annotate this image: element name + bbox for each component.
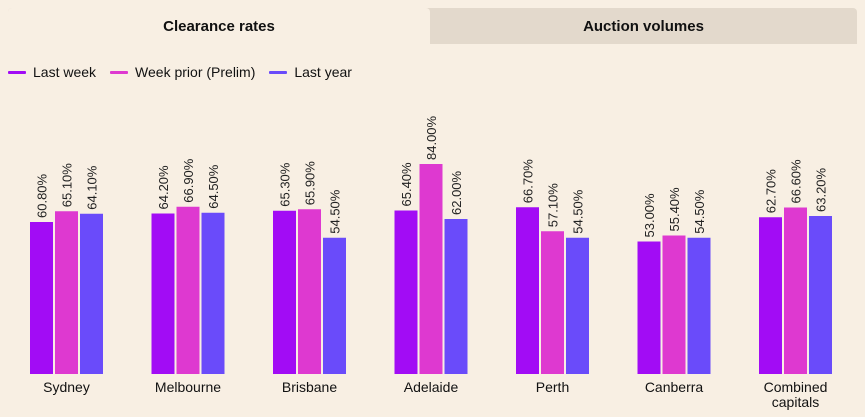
bar-value-label: 84.00% bbox=[424, 115, 439, 160]
chart-legend: Last week Week prior (Prelim) Last year bbox=[8, 64, 366, 80]
bar-value-label: 65.10% bbox=[60, 163, 75, 208]
bar-value-label: 55.40% bbox=[667, 187, 682, 232]
category-label: Brisbane bbox=[282, 379, 337, 395]
bar-last-year-canberra[interactable] bbox=[687, 237, 711, 374]
legend-swatch-week-prior bbox=[110, 70, 129, 74]
bar-value-label: 66.90% bbox=[181, 158, 196, 203]
category-label: Perth bbox=[536, 379, 569, 395]
bar-value-label: 57.10% bbox=[546, 183, 561, 228]
bar-last-week-melbourne[interactable] bbox=[151, 213, 175, 375]
bar-value-label: 64.50% bbox=[206, 164, 221, 209]
category-label: Melbourne bbox=[155, 379, 221, 395]
bar-week-prior-prelim--sydney[interactable] bbox=[55, 211, 78, 374]
bar-week-prior-prelim--melbourne[interactable] bbox=[176, 206, 200, 374]
bar-value-label: 54.50% bbox=[692, 189, 707, 234]
bar-last-year-sydney[interactable] bbox=[80, 213, 103, 374]
bar-last-week-perth[interactable] bbox=[516, 207, 539, 374]
bar-value-label: 62.70% bbox=[764, 169, 779, 214]
bar-value-label: 62.00% bbox=[449, 170, 464, 215]
bar-value-label: 66.70% bbox=[521, 159, 536, 204]
bar-value-label: 65.30% bbox=[278, 162, 293, 207]
bar-last-week-canberra[interactable] bbox=[637, 241, 661, 375]
bar-last-week-brisbane[interactable] bbox=[273, 210, 296, 374]
legend-item-week-prior[interactable]: Week prior (Prelim) bbox=[110, 64, 255, 80]
bar-last-year-melbourne[interactable] bbox=[201, 212, 225, 374]
bar-last-week-combined-capitals[interactable] bbox=[759, 217, 782, 374]
bar-last-year-brisbane[interactable] bbox=[323, 237, 346, 374]
bar-week-prior-prelim--combined-capitals[interactable] bbox=[784, 207, 807, 375]
bar-value-label: 64.20% bbox=[156, 165, 171, 210]
bar-value-label: 54.50% bbox=[328, 189, 343, 234]
bar-last-year-perth[interactable] bbox=[566, 237, 589, 374]
bar-value-label: 64.10% bbox=[85, 165, 100, 210]
legend-label: Week prior (Prelim) bbox=[135, 64, 256, 80]
category-label: Canberra bbox=[645, 379, 704, 395]
bar-week-prior-prelim--canberra[interactable] bbox=[662, 235, 686, 375]
bar-week-prior-prelim--adelaide[interactable] bbox=[419, 164, 443, 374]
bar-value-label: 66.60% bbox=[789, 159, 804, 204]
bar-last-year-combined-capitals[interactable] bbox=[809, 216, 832, 374]
bar-last-week-sydney[interactable] bbox=[30, 222, 53, 374]
tab-clearance-rates[interactable]: Clearance rates bbox=[8, 8, 430, 44]
legend-swatch-last-year bbox=[269, 70, 288, 74]
bar-week-prior-prelim--perth[interactable] bbox=[541, 231, 564, 374]
bar-week-prior-prelim--brisbane[interactable] bbox=[298, 209, 321, 374]
legend-item-last-week[interactable]: Last week bbox=[8, 64, 96, 80]
legend-label: Last week bbox=[33, 64, 97, 80]
category-label: Adelaide bbox=[404, 379, 459, 395]
bar-value-label: 54.50% bbox=[571, 189, 586, 234]
category-label: Sydney bbox=[43, 379, 90, 395]
category-label: Combined capitals bbox=[764, 379, 828, 410]
legend-swatch-last-week bbox=[8, 70, 26, 74]
bar-value-label: 60.80% bbox=[35, 173, 50, 218]
bar-value-label: 53.00% bbox=[642, 193, 657, 238]
bar-last-week-adelaide[interactable] bbox=[394, 210, 418, 375]
bar-value-label: 63.20% bbox=[814, 167, 829, 212]
bar-last-year-adelaide[interactable] bbox=[444, 219, 468, 374]
legend-label: Last year bbox=[294, 64, 352, 80]
tab-auction-volumes[interactable]: Auction volumes bbox=[583, 17, 704, 35]
bar-value-label: 65.90% bbox=[303, 161, 318, 206]
bar-value-label: 65.40% bbox=[399, 162, 414, 207]
chart-tabs: Clearance rates Auction volumes bbox=[8, 8, 857, 44]
legend-item-last-year[interactable]: Last year bbox=[269, 64, 352, 80]
